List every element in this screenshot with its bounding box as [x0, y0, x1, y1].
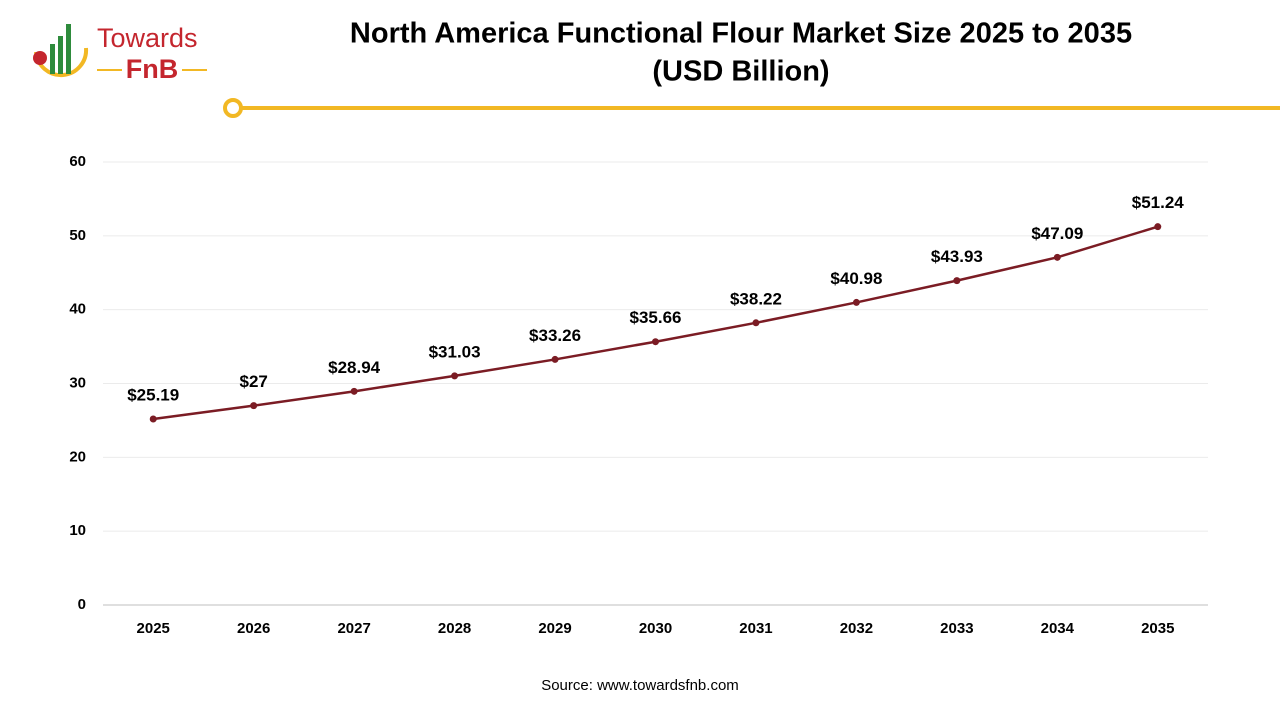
data-label: $33.26	[529, 326, 581, 345]
point	[250, 402, 258, 410]
x-tick-label: 2027	[337, 620, 370, 637]
point	[1154, 223, 1162, 231]
logo-dot	[33, 51, 47, 65]
data-label: $51.24	[1132, 193, 1185, 212]
y-tick-label: 0	[78, 596, 86, 613]
y-tick-label: 20	[69, 448, 86, 465]
point	[350, 387, 358, 395]
point	[451, 372, 459, 380]
point	[752, 319, 760, 327]
data-label: $43.93	[931, 247, 983, 266]
data-label: $38.22	[730, 289, 782, 308]
data-label: $25.19	[127, 385, 179, 404]
point	[652, 338, 659, 346]
y-tick-label: 10	[69, 522, 86, 539]
x-tick-label: 2029	[538, 620, 571, 637]
data-label: $47.09	[1031, 224, 1083, 243]
x-tick-label: 2025	[137, 620, 170, 637]
y-tick-label: 30	[69, 374, 86, 391]
point	[149, 415, 157, 423]
x-tick-label: 2034	[1041, 620, 1075, 637]
logo-bar	[50, 44, 55, 74]
data-label: $35.66	[630, 308, 682, 327]
data-label: $28.94	[328, 358, 381, 377]
x-tick-label: 2030	[639, 620, 672, 637]
x-tick-label: 2033	[940, 620, 973, 637]
data-label: $27	[239, 372, 267, 391]
point	[852, 298, 860, 306]
logo: Towards FnB	[33, 23, 207, 84]
y-tick-label: 40	[69, 301, 86, 318]
x-tick-label: 2028	[438, 620, 471, 637]
logo-text: FnB	[126, 54, 178, 84]
x-tick-label: 2032	[840, 620, 873, 637]
point	[1053, 253, 1061, 261]
source: Source: www.towardsfnb.com	[541, 677, 739, 694]
data-label: $40.98	[830, 269, 882, 288]
chart-title: North America Functional Flour Market Si…	[350, 18, 1132, 50]
x-tick-label: 2026	[237, 620, 270, 637]
y-tick-label: 60	[69, 153, 86, 170]
chart-subtitle: (USD Billion)	[652, 56, 829, 88]
logo-text: Towards	[97, 23, 198, 53]
point	[551, 355, 559, 363]
logo-bar	[58, 36, 63, 74]
header-rule-dot	[223, 98, 243, 118]
logo-bar	[66, 24, 71, 74]
y-tick-label: 50	[69, 227, 86, 244]
x-tick-label: 2031	[739, 620, 772, 637]
data-label: $31.03	[429, 342, 481, 361]
point	[953, 277, 961, 285]
x-tick-label: 2035	[1141, 620, 1174, 637]
